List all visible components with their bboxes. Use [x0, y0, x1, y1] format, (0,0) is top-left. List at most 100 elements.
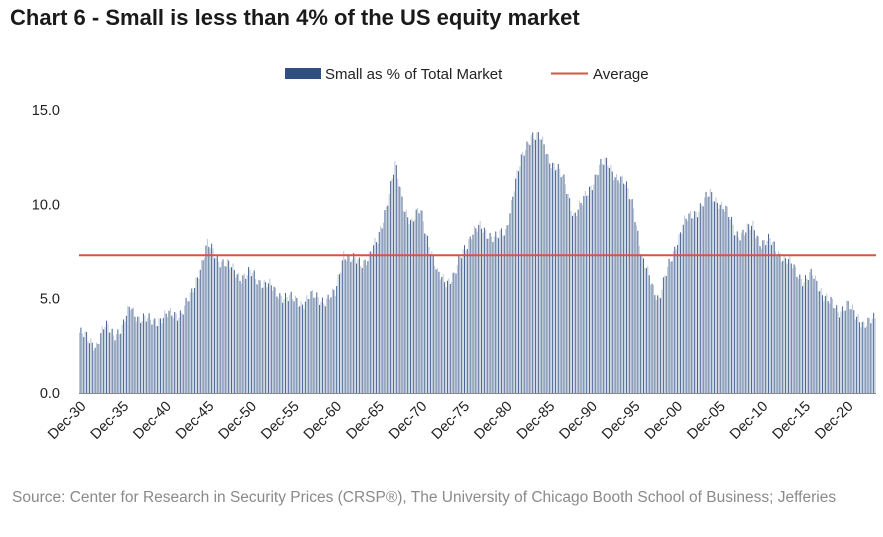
bar	[491, 236, 492, 393]
bar	[293, 301, 295, 393]
bar	[360, 266, 362, 393]
bar	[772, 241, 774, 393]
bar	[256, 284, 258, 393]
bar	[161, 323, 163, 393]
bar	[104, 326, 106, 393]
bar	[228, 260, 230, 393]
bar	[240, 283, 242, 393]
bar	[392, 174, 394, 393]
bar	[255, 279, 257, 393]
bar	[425, 234, 427, 393]
x-tick-label: Dec-55	[258, 399, 302, 443]
bar	[712, 201, 714, 393]
bar	[623, 183, 625, 393]
bar	[537, 132, 539, 393]
bar	[320, 301, 322, 393]
bar	[93, 350, 95, 393]
bar	[431, 251, 433, 393]
bar	[365, 265, 367, 393]
bar	[554, 170, 556, 393]
bar	[297, 306, 299, 393]
bar	[748, 224, 750, 393]
bar	[117, 329, 119, 393]
bar	[492, 242, 494, 393]
bar	[192, 292, 194, 393]
bar	[529, 144, 531, 393]
bar	[476, 231, 478, 393]
bar	[775, 251, 777, 393]
bar	[212, 248, 214, 393]
bar	[631, 199, 633, 393]
bar	[820, 288, 822, 393]
bar	[688, 213, 690, 393]
bar	[272, 290, 274, 393]
bar	[479, 220, 481, 393]
bar	[728, 216, 730, 393]
bar	[459, 256, 461, 393]
bar	[140, 323, 142, 393]
bar	[215, 257, 217, 393]
bar	[265, 282, 267, 393]
bar	[803, 282, 805, 393]
bar	[209, 248, 211, 393]
bar	[439, 279, 441, 393]
bar	[510, 200, 512, 393]
bar	[449, 283, 451, 393]
bar	[168, 310, 170, 393]
bar	[553, 162, 555, 393]
bar	[598, 164, 600, 393]
bar	[829, 303, 831, 393]
bar	[571, 215, 573, 393]
bar	[391, 178, 393, 393]
bar	[103, 329, 105, 393]
x-tick-label: Dec-80	[471, 399, 515, 443]
bar	[175, 313, 177, 393]
bar	[321, 297, 323, 393]
bar	[679, 232, 681, 393]
bar	[179, 310, 181, 393]
bar	[299, 306, 301, 393]
bar	[105, 320, 107, 393]
bar	[178, 317, 180, 393]
bar	[817, 291, 819, 393]
bar	[843, 310, 845, 393]
x-tick-label: Dec-00	[642, 399, 686, 443]
bar	[627, 188, 629, 393]
bar	[171, 315, 173, 393]
bar	[670, 261, 671, 393]
bar	[701, 205, 703, 393]
bar	[708, 196, 710, 393]
bar	[816, 280, 818, 393]
bar	[461, 258, 463, 393]
bar	[330, 297, 332, 393]
bar	[124, 321, 126, 393]
bar	[590, 185, 592, 393]
bar	[245, 278, 247, 393]
legend-bar-swatch	[285, 68, 321, 79]
bar	[412, 221, 414, 393]
bar	[846, 300, 848, 393]
bar	[374, 238, 376, 393]
bar	[583, 196, 585, 393]
bar	[79, 332, 80, 393]
bar	[509, 213, 511, 393]
bar	[624, 184, 626, 393]
bar	[647, 266, 649, 393]
bar	[526, 141, 528, 393]
bar	[591, 190, 593, 393]
bar	[802, 286, 804, 393]
bar	[419, 210, 421, 393]
bar	[850, 309, 852, 393]
bar	[495, 231, 497, 393]
bar	[351, 259, 353, 393]
bar	[522, 151, 524, 393]
bar	[610, 164, 612, 393]
bar	[768, 233, 770, 393]
bar	[371, 253, 373, 393]
bar	[407, 217, 409, 393]
bar	[498, 238, 500, 393]
bar	[218, 261, 220, 393]
bar	[814, 275, 816, 393]
bar	[831, 299, 833, 393]
bar	[205, 245, 207, 393]
